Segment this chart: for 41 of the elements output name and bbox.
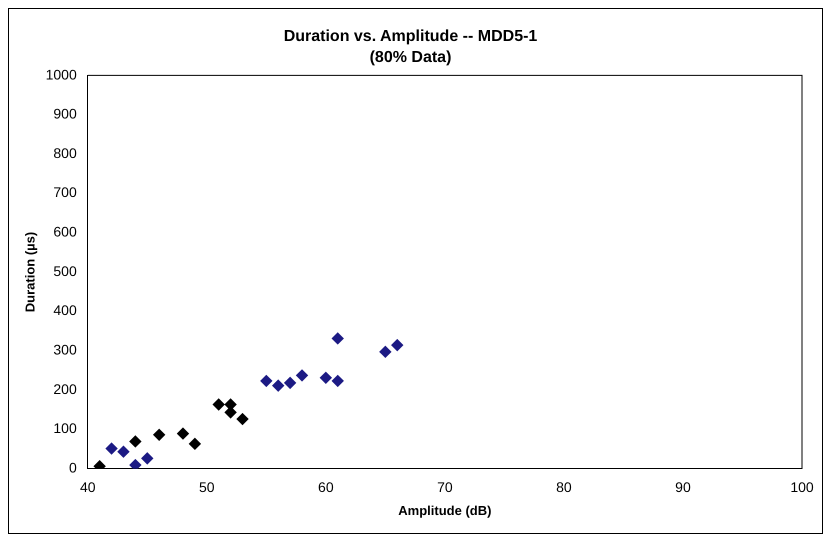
point: [320, 372, 332, 384]
x-tick-label: 50: [199, 478, 215, 495]
chart-title: Duration vs. Amplitude -- MDD5-1: [284, 28, 538, 46]
point: [332, 374, 344, 387]
point: [332, 332, 344, 344]
point: [153, 428, 166, 441]
x-tick-label: 100: [790, 478, 814, 495]
point: [391, 339, 404, 352]
y-tick-label: 800: [53, 144, 77, 161]
point: [379, 346, 392, 358]
point: [284, 376, 296, 389]
point: [117, 446, 130, 458]
x-tick-label: 40: [80, 478, 96, 495]
point: [129, 459, 142, 469]
point: [260, 374, 272, 387]
chart-subtitle: (80% Data): [370, 49, 452, 66]
point: [141, 452, 154, 464]
y-tick-label: 400: [53, 302, 77, 318]
point: [212, 398, 225, 411]
x-tick-label: 80: [556, 478, 572, 495]
y-tick-label: 900: [53, 106, 77, 122]
point: [106, 442, 118, 455]
y-tick-label: 700: [53, 184, 77, 200]
x-tick-label: 90: [675, 478, 691, 495]
x-tick-label: 60: [318, 478, 334, 495]
point: [272, 380, 284, 392]
y-tick-label: 1000: [46, 66, 77, 82]
y-tick-label: 0: [68, 459, 77, 476]
point: [129, 435, 142, 448]
point: [296, 369, 308, 382]
y-tick-label: 200: [53, 380, 77, 397]
y-tick-label: 500: [53, 262, 77, 279]
x-tick-label: 70: [437, 478, 453, 495]
x-axis-title: Amplitude (dB): [398, 502, 492, 518]
y-tick-label: 300: [53, 342, 77, 358]
point: [188, 438, 201, 450]
y-tick-label: 600: [53, 224, 77, 240]
point: [236, 413, 248, 426]
point: [176, 428, 189, 440]
y-tick-label: 100: [53, 420, 77, 436]
y-axis-title: Duration (µs): [22, 232, 38, 312]
